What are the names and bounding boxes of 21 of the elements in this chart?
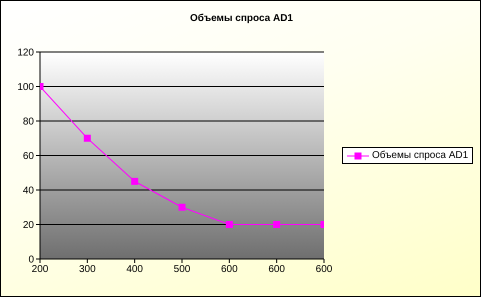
x-tick-label: 600 xyxy=(316,264,333,276)
x-tick-label: 600 xyxy=(268,264,286,276)
x-tick-label: 400 xyxy=(126,264,144,276)
legend-label: Объемы спроса AD1 xyxy=(372,150,468,161)
point xyxy=(226,221,233,228)
y-tick-label: 0 xyxy=(28,254,34,266)
x-tick-label: 200 xyxy=(32,264,49,276)
y-tick-label: 80 xyxy=(22,116,34,128)
y-tick-label: 60 xyxy=(22,151,34,162)
x-tick-label: 600 xyxy=(220,264,238,276)
y-tick-label: 20 xyxy=(22,220,34,232)
chart-title: Объемы спроса AD1 xyxy=(189,13,294,24)
point xyxy=(273,221,280,228)
x-tick-label: 300 xyxy=(78,264,96,276)
x-tick-label: 500 xyxy=(174,264,191,276)
point xyxy=(131,178,138,185)
point xyxy=(178,204,186,211)
y-tick-label: 100 xyxy=(17,82,34,94)
y-tick-label: 120 xyxy=(17,48,34,59)
y-tick-label: 40 xyxy=(22,186,34,197)
point xyxy=(84,134,91,142)
